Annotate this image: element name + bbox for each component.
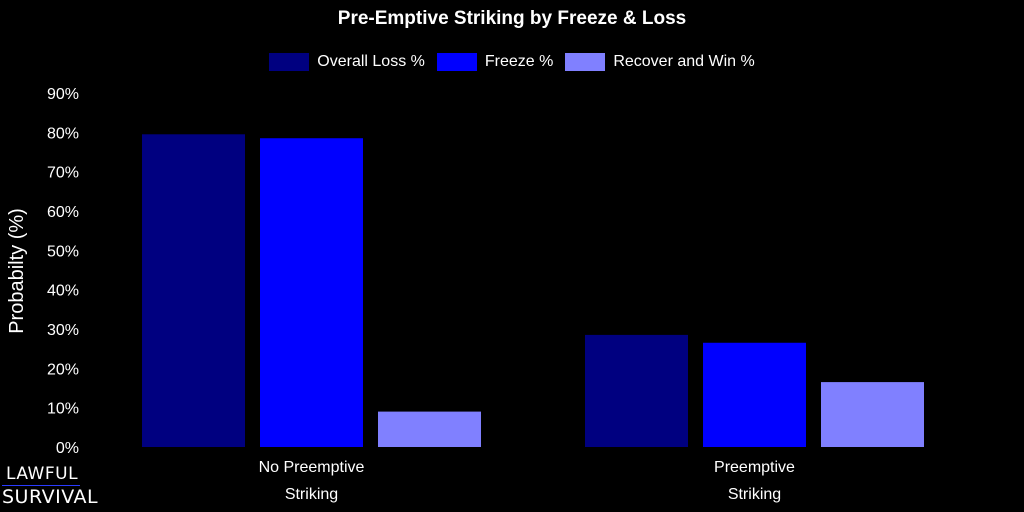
y-tick-label: 20%: [47, 361, 79, 378]
y-tick-label: 40%: [47, 283, 79, 300]
legend-swatch-overall-loss: [269, 53, 310, 71]
legend-label-recover-win: Recover and Win %: [613, 53, 755, 70]
y-tick-label: 10%: [47, 401, 79, 418]
bar: [703, 342, 806, 447]
y-tick-label: 70%: [47, 165, 79, 182]
y-axis-label: Probabilty (%): [6, 208, 28, 334]
x-tick-label: Preemptive: [714, 459, 795, 476]
lawful-survival-logo: LAWFUL SURVIVAL: [2, 464, 99, 508]
legend-swatch-recover-win: [565, 53, 606, 71]
bar: [142, 134, 245, 448]
logo-line2: SURVIVAL: [2, 486, 99, 508]
bar: [378, 411, 481, 447]
bars: [142, 134, 924, 448]
legend-item-freeze: Freeze %: [436, 53, 554, 71]
y-tick-label: 0%: [56, 440, 79, 457]
logo-divider: [2, 485, 80, 486]
x-ticks: No Preemptive Striking Preemptive Striking: [259, 459, 795, 503]
legend-label-overall-loss: Overall Loss %: [317, 53, 425, 70]
y-ticks: 0% 10% 20% 30% 40% 50% 60% 70% 80% 90%: [47, 86, 79, 457]
legend-swatch-freeze: [436, 53, 477, 71]
bar: [821, 382, 924, 447]
y-tick-label: 90%: [47, 86, 79, 103]
chart-title: Pre-Emptive Striking by Freeze & Loss: [337, 8, 687, 29]
bar: [260, 138, 363, 447]
y-tick-label: 60%: [47, 204, 79, 221]
legend-label-freeze: Freeze %: [484, 53, 554, 70]
y-tick-label: 30%: [47, 322, 79, 339]
legend: Overall Loss % Freeze % Recover and Win …: [0, 53, 1024, 71]
x-tick-label: No Preemptive: [259, 459, 365, 476]
logo-line1: LAWFUL: [6, 464, 79, 484]
legend-item-overall-loss: Overall Loss %: [269, 53, 425, 71]
legend-item-recover-win: Recover and Win %: [565, 53, 755, 71]
bar: [585, 334, 688, 447]
x-tick-label: Striking: [728, 486, 781, 503]
y-tick-label: 50%: [47, 243, 79, 260]
x-tick-label: Striking: [285, 486, 338, 503]
y-tick-label: 80%: [47, 125, 79, 142]
